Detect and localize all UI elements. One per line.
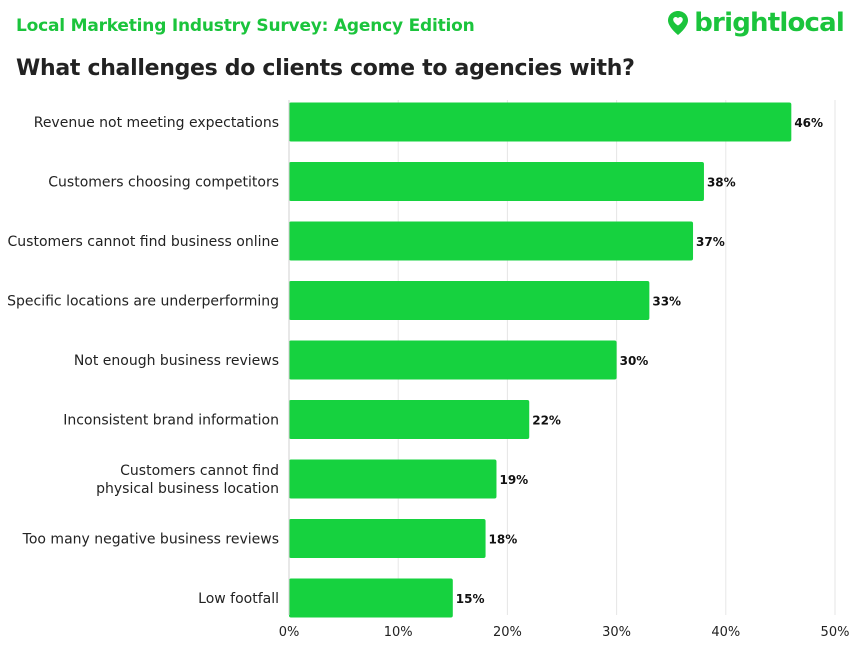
category-label: Inconsistent brand information bbox=[63, 413, 279, 429]
bar bbox=[289, 162, 704, 201]
bar bbox=[289, 281, 650, 320]
x-tick-label: 40% bbox=[711, 625, 740, 640]
category-label: Customers cannot find bbox=[120, 463, 279, 479]
category-label: Customers choosing competitors bbox=[48, 175, 279, 191]
value-label: 37% bbox=[696, 235, 725, 249]
bar bbox=[289, 459, 497, 499]
value-label: 30% bbox=[620, 354, 649, 368]
value-label: 19% bbox=[499, 473, 528, 487]
category-label: Not enough business reviews bbox=[74, 353, 279, 369]
value-label: 46% bbox=[794, 116, 823, 130]
brand-name: brightlocal bbox=[694, 8, 845, 38]
category-label: Low footfall bbox=[198, 591, 279, 607]
survey-supertitle: Local Marketing Industry Survey: Agency … bbox=[16, 16, 475, 36]
x-tick-label: 20% bbox=[493, 625, 522, 640]
category-label: Specific locations are underperforming bbox=[7, 294, 279, 310]
value-label: 38% bbox=[707, 176, 736, 190]
bar bbox=[289, 578, 453, 618]
x-tick-label: 30% bbox=[602, 625, 631, 640]
category-label: Too many negative business reviews bbox=[22, 532, 279, 548]
x-tick-label: 0% bbox=[279, 625, 300, 640]
category-label: physical business location bbox=[96, 481, 279, 497]
bar bbox=[289, 340, 617, 380]
x-tick-label: 10% bbox=[384, 625, 413, 640]
bar bbox=[289, 519, 486, 558]
value-label: 22% bbox=[532, 414, 561, 428]
bar bbox=[289, 221, 694, 261]
bar bbox=[289, 102, 792, 142]
chart-title: What challenges do clients come to agenc… bbox=[16, 56, 635, 81]
value-label: 33% bbox=[652, 295, 681, 309]
brand-logo: brightlocal bbox=[666, 8, 845, 38]
category-label: Customers cannot find business online bbox=[8, 234, 279, 250]
value-label: 15% bbox=[456, 592, 485, 606]
bar bbox=[289, 400, 530, 439]
value-label: 18% bbox=[489, 533, 518, 547]
x-tick-label: 50% bbox=[821, 625, 850, 640]
location-pin-heart-icon bbox=[668, 11, 689, 35]
category-label: Revenue not meeting expectations bbox=[34, 115, 279, 131]
